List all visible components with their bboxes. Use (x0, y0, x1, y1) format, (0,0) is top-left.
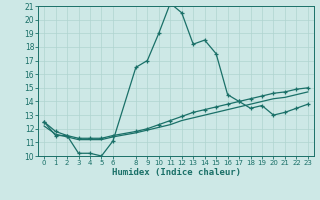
X-axis label: Humidex (Indice chaleur): Humidex (Indice chaleur) (111, 168, 241, 177)
